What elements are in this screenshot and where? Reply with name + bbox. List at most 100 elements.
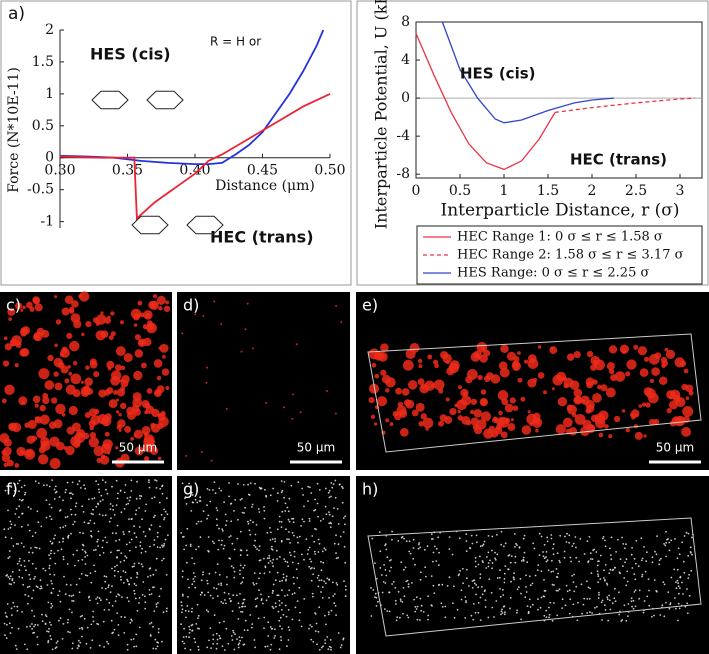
- particle: [266, 645, 269, 648]
- cluster: [67, 365, 71, 369]
- particle: [154, 638, 157, 641]
- particle: [136, 573, 139, 575]
- particle: [397, 540, 400, 542]
- cluster: [149, 446, 159, 455]
- particle: [479, 577, 482, 579]
- particle: [10, 486, 13, 488]
- particle: [270, 643, 273, 646]
- particle: [325, 513, 328, 516]
- particle: [212, 643, 215, 645]
- particle: [274, 602, 277, 604]
- particle: [471, 542, 474, 545]
- particle: [297, 541, 299, 544]
- particle: [318, 579, 321, 582]
- panel-a-frame: [0, 0, 352, 286]
- particle: [286, 506, 289, 509]
- particle: [344, 595, 347, 598]
- particle: [316, 577, 319, 579]
- cluster: [497, 390, 509, 401]
- particle: [117, 634, 120, 636]
- particle: [257, 617, 260, 620]
- particle: [157, 602, 159, 604]
- particle: [36, 636, 39, 638]
- cluster: [608, 345, 618, 354]
- particle: [110, 619, 113, 622]
- particle: [202, 571, 205, 573]
- particle: [543, 579, 545, 581]
- particle: [228, 495, 231, 498]
- x-axis-label: Interparticle Distance, r (σ): [440, 201, 679, 221]
- particle: [181, 570, 184, 572]
- particle: [374, 562, 376, 564]
- particle: [284, 502, 287, 505]
- particle: [345, 588, 347, 591]
- particle: [487, 535, 490, 537]
- particle: [155, 569, 157, 572]
- particle: [153, 539, 156, 541]
- particle: [339, 646, 342, 649]
- particle: [330, 482, 333, 484]
- cluster: [202, 314, 205, 317]
- particle: [686, 612, 689, 615]
- particle: [458, 573, 461, 576]
- particle: [483, 540, 486, 543]
- particle: [68, 608, 71, 611]
- cluster: [415, 402, 425, 412]
- particle: [433, 545, 436, 548]
- particle: [67, 618, 69, 621]
- particle: [4, 612, 7, 614]
- cluster: [625, 427, 631, 433]
- particle: [503, 578, 506, 580]
- particle: [668, 549, 671, 552]
- x-tick-label: 0: [412, 183, 421, 199]
- particle: [206, 646, 209, 649]
- particle: [258, 589, 260, 592]
- particle: [228, 536, 231, 538]
- particle: [609, 608, 612, 611]
- particle: [153, 516, 155, 519]
- particle: [630, 600, 633, 603]
- particle: [665, 601, 667, 604]
- particle: [618, 571, 621, 574]
- particle: [379, 567, 382, 569]
- cluster: [78, 294, 83, 299]
- particle: [12, 494, 15, 497]
- particle: [476, 541, 478, 544]
- particle: [65, 583, 68, 586]
- particle: [633, 591, 636, 593]
- particle: [253, 583, 256, 586]
- particle: [98, 513, 101, 516]
- particle: [133, 562, 136, 565]
- particle: [280, 540, 283, 543]
- particle: [322, 645, 324, 648]
- particle: [375, 605, 378, 607]
- particle: [34, 480, 37, 483]
- particle: [133, 589, 136, 592]
- particle: [225, 602, 227, 605]
- particle: [209, 627, 212, 629]
- particle: [619, 558, 622, 560]
- particle: [155, 647, 157, 650]
- particle: [448, 576, 451, 579]
- cluster: [521, 425, 532, 435]
- particle: [50, 580, 52, 582]
- particle: [687, 532, 690, 535]
- particle: [572, 603, 575, 606]
- cluster: [418, 421, 424, 427]
- particle: [579, 537, 582, 540]
- cluster: [376, 396, 388, 407]
- particle: [427, 595, 429, 598]
- particle: [216, 509, 219, 512]
- particle: [377, 600, 379, 603]
- particle: [71, 647, 74, 650]
- particle: [597, 575, 600, 578]
- cluster: [104, 431, 110, 437]
- particle: [641, 575, 643, 578]
- particle: [9, 520, 12, 523]
- particle: [538, 532, 541, 535]
- particle: [131, 619, 133, 622]
- particle: [537, 598, 539, 600]
- particle: [274, 628, 276, 631]
- particle: [165, 610, 168, 613]
- cluster: [633, 344, 639, 350]
